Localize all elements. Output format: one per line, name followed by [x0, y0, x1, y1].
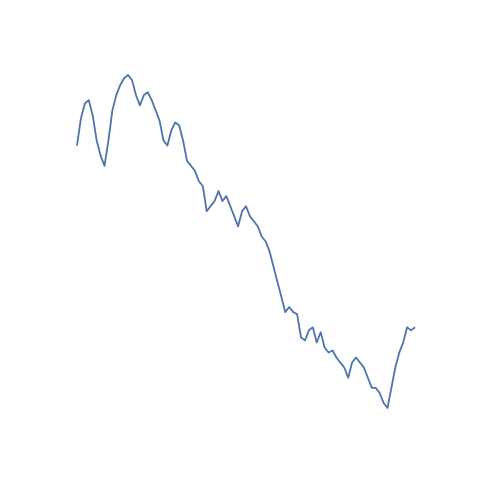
data-line [76, 74, 416, 409]
